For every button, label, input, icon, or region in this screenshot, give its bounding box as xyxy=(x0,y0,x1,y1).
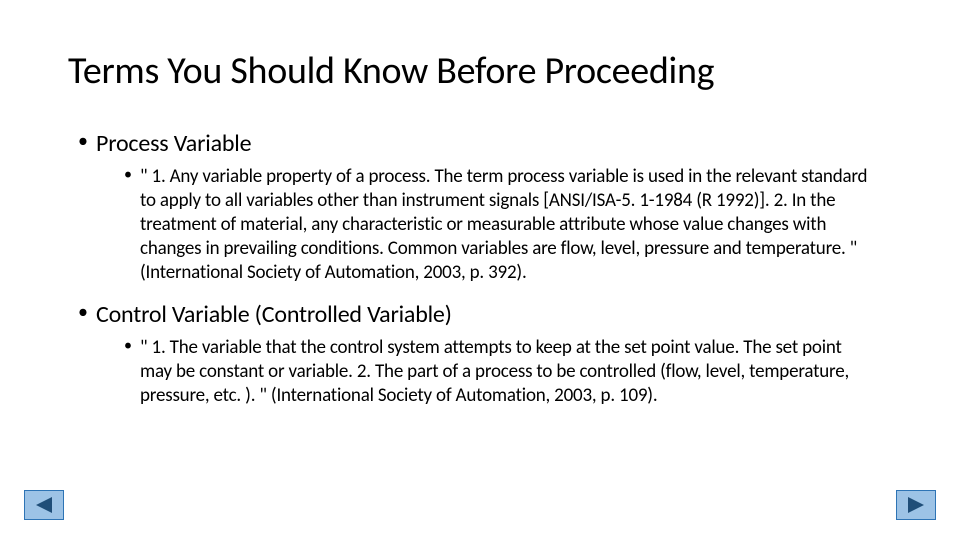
term-body: " 1. Any variable property of a process.… xyxy=(68,165,892,285)
arrow-left-icon xyxy=(36,497,52,513)
term-body-text: " 1. The variable that the control syste… xyxy=(140,336,849,407)
next-button[interactable] xyxy=(896,490,936,520)
term-heading: Process Variable xyxy=(68,128,892,159)
term-body: " 1. The variable that the control syste… xyxy=(68,336,892,408)
term-heading: Control Variable (Controlled Variable) xyxy=(68,299,892,330)
arrow-right-icon xyxy=(908,497,924,513)
term-body-text: " 1. Any variable property of a process.… xyxy=(140,165,867,284)
term-heading-text: Control Variable (Controlled Variable) xyxy=(96,300,452,329)
slide-container: Terms You Should Know Before Proceeding … xyxy=(0,0,960,540)
term-heading-text: Process Variable xyxy=(96,129,251,158)
slide-title: Terms You Should Know Before Proceeding xyxy=(68,50,892,94)
prev-button[interactable] xyxy=(24,490,64,520)
